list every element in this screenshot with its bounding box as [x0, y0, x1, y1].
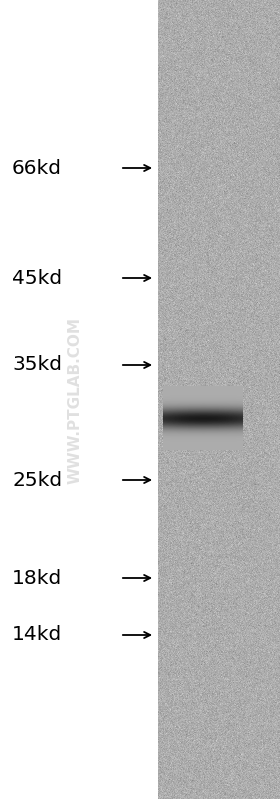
Text: 35kd: 35kd [12, 356, 62, 375]
Text: 25kd: 25kd [12, 471, 62, 490]
Bar [0, 0, 158, 799]
Text: 14kd: 14kd [12, 626, 62, 645]
Text: WWW.PTGLAB.COM: WWW.PTGLAB.COM [67, 316, 83, 483]
Text: 66kd: 66kd [12, 158, 62, 177]
Text: 45kd: 45kd [12, 268, 62, 288]
Text: 18kd: 18kd [12, 569, 62, 587]
